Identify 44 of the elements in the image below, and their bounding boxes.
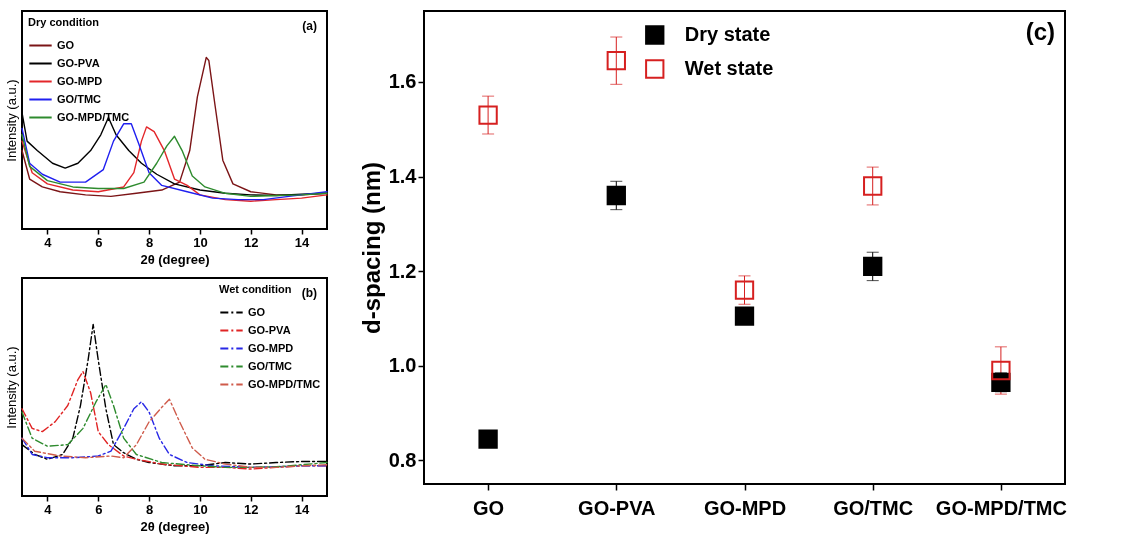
- x-axis-title: 2θ (degree): [140, 518, 210, 534]
- x-tick-label: 6: [95, 501, 103, 517]
- legend-label: GO-MPD/TMC: [57, 110, 130, 123]
- legend-label: Wet state: [684, 57, 774, 79]
- y-tick-label: 1.4: [388, 165, 418, 188]
- x-tick-label: 4: [44, 501, 53, 517]
- legend-label: GO-MPD: [248, 341, 294, 354]
- annotation: (c): [1025, 18, 1055, 45]
- y-tick-label: 1.6: [388, 70, 417, 93]
- y-axis-title: Intensity (a.u.): [3, 346, 19, 429]
- legend-label: GO: [57, 38, 75, 51]
- legend-label: GO/TMC: [248, 359, 293, 372]
- x-tick-label: 14: [294, 501, 311, 517]
- x-tick-label: GO-PVA: [578, 496, 656, 519]
- x-tick-label: 4: [44, 234, 53, 250]
- legend-title: Dry condition: [28, 16, 100, 28]
- x-tick-label: 14: [294, 234, 311, 250]
- x-axis-title: 2θ (degree): [140, 251, 210, 267]
- legend-label: GO-MPD: [57, 74, 103, 87]
- text: (b): [301, 286, 317, 300]
- y-tick-label: 1.0: [388, 354, 417, 377]
- x-tick-label: GO: [473, 496, 505, 519]
- legend-label: GO: [248, 305, 266, 318]
- x-tick-label: 8: [145, 234, 154, 250]
- x-tick-label: 12: [244, 234, 259, 250]
- x-tick-label: GO-MPD/TMC: [935, 496, 1067, 519]
- y-axis-title: d-spacing (nm): [357, 162, 385, 334]
- legend-title: Wet condition: [219, 283, 292, 295]
- legend-label: Dry state: [684, 23, 771, 45]
- x-tick-label: GO-MPD: [703, 496, 787, 519]
- y-tick-label: 1.2: [388, 259, 417, 282]
- text: (a): [302, 19, 317, 33]
- x-tick-label: 12: [244, 501, 259, 517]
- x-tick-label: 6: [95, 234, 103, 250]
- y-axis-title: Intensity (a.u.): [3, 79, 19, 162]
- legend-label: GO-MPD/TMC: [248, 377, 321, 390]
- x-tick-label: 10: [193, 501, 208, 517]
- x-tick-label: 8: [145, 501, 154, 517]
- legend-label: GO-PVA: [57, 56, 100, 69]
- y-tick-label: 0.8: [388, 448, 417, 471]
- legend-label: GO/TMC: [57, 92, 102, 105]
- x-tick-label: 10: [193, 234, 208, 250]
- x-tick-label: GO/TMC: [833, 496, 914, 519]
- legend-label: GO-PVA: [248, 323, 291, 336]
